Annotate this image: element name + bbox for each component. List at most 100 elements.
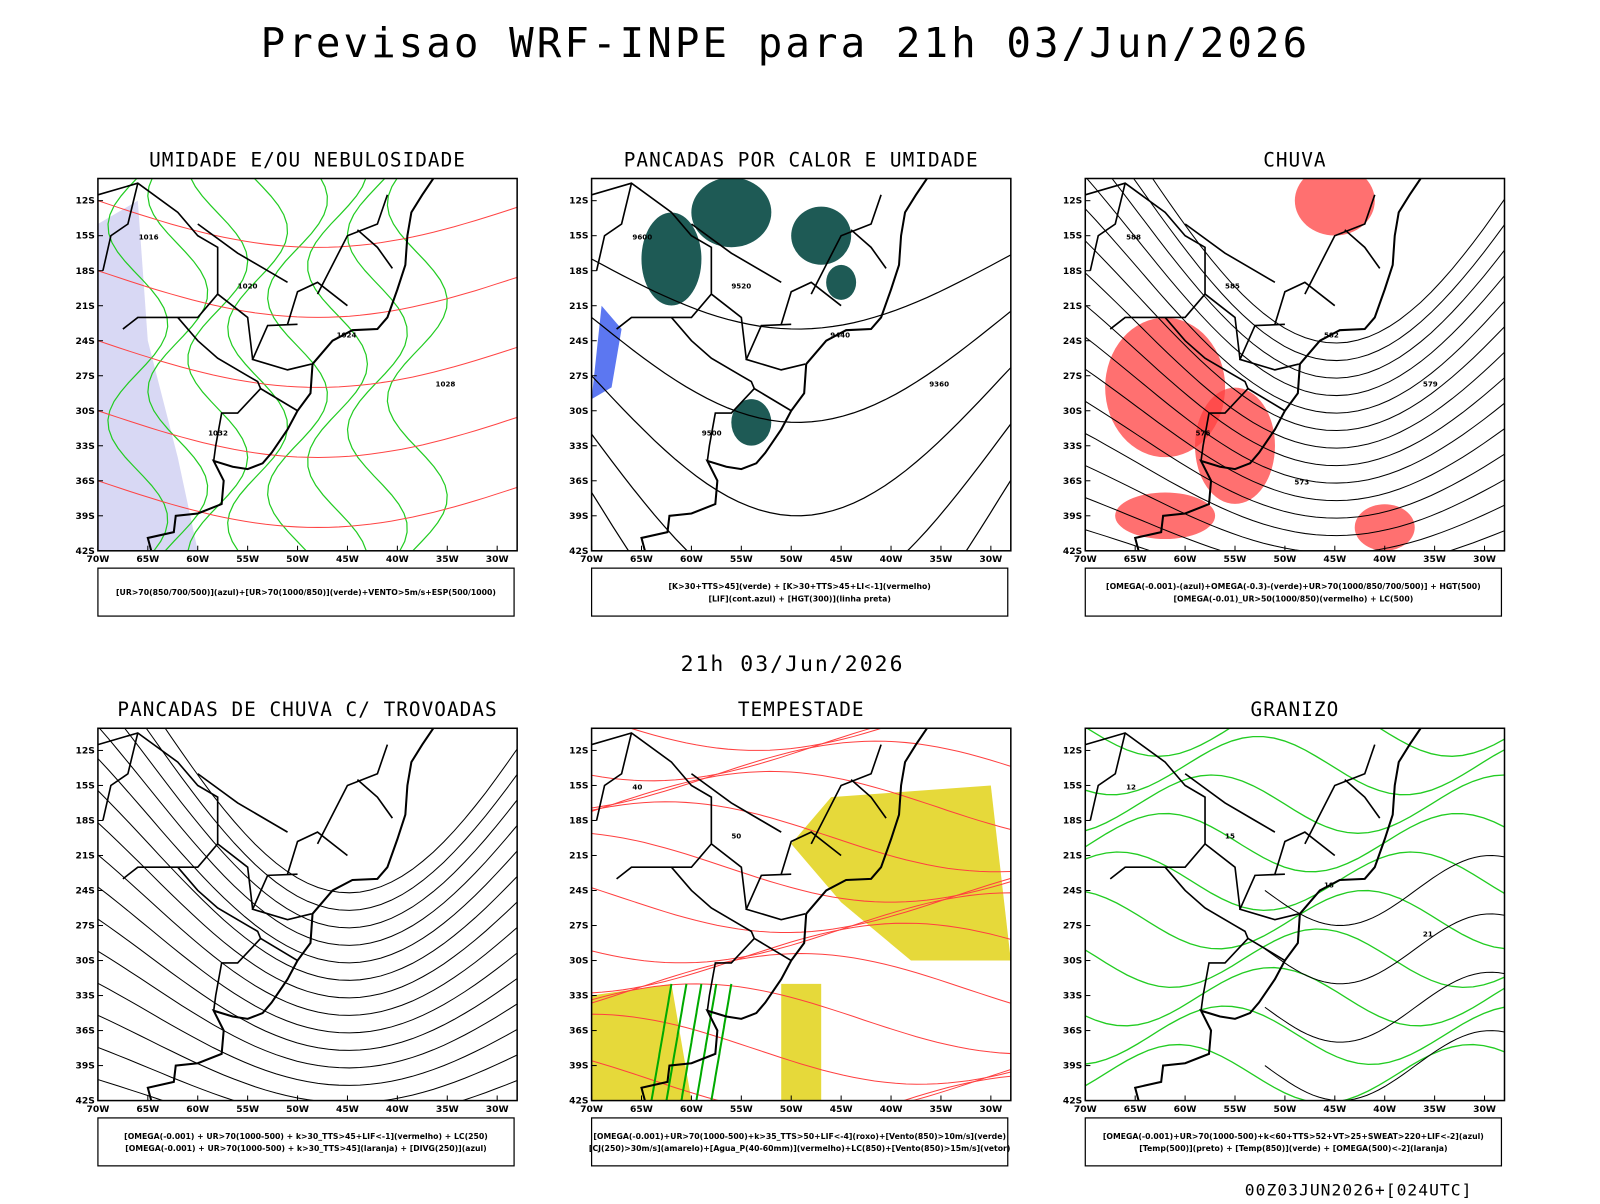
map-content: 1016 1020 1024 1028 1032: [97, 178, 518, 551]
lat-label: 12S: [1063, 746, 1082, 757]
map-panel: PANCADAS POR CALOR E UMIDADE 9600 9520 9440…: [569, 148, 1012, 617]
lat-label: 42S: [1063, 546, 1082, 557]
contour-line: [902, 1075, 1011, 1101]
contour-line: [591, 983, 1011, 1055]
lat-label: 33S: [75, 991, 94, 1002]
border: [780, 831, 842, 875]
contour-line: [1085, 966, 1505, 1027]
contour-line: [97, 200, 518, 248]
contour-line: [1085, 851, 1505, 912]
contour-label: 21: [1423, 929, 1433, 938]
contour-line: [307, 178, 369, 551]
border: [177, 316, 262, 462]
contour-label: 1020: [238, 282, 258, 291]
border: [97, 182, 254, 360]
page-title: Previsao WRF-INPE para 21h 03/Jun/2026: [261, 19, 1311, 67]
lon-label: 60W: [186, 554, 209, 565]
lon-label: 30W: [486, 554, 509, 565]
border: [1238, 873, 1300, 921]
map-panel: CHUVA 588 585 582 579 576 573 12S 15S 18S 21S 24S 27…: [1063, 148, 1506, 617]
legend-text: [CJ(250)>30m/s](amarelo)+[Agua_P(40-60mm…: [589, 1144, 1011, 1153]
border: [1247, 387, 1286, 412]
lat-label: 15S: [569, 231, 588, 242]
border: [1184, 223, 1276, 284]
lon-label: 65W: [630, 1104, 653, 1115]
contour-line: [97, 340, 518, 388]
lat-label: 18S: [569, 266, 588, 277]
contour-line: [97, 854, 518, 1016]
lat-label: 36S: [569, 1026, 588, 1037]
lon-label: 70W: [86, 554, 109, 565]
contour-label: 9520: [731, 282, 751, 291]
map-panel: UMIDADE E/OU NEBULOSIDADE 1016 1020 1024 102…: [75, 148, 518, 617]
contour-line: [1085, 368, 1505, 502]
lon-label: 60W: [186, 1104, 209, 1115]
lon-label: 70W: [580, 554, 603, 565]
lon-label: 45W: [1323, 554, 1346, 565]
contour-line: [97, 822, 518, 999]
contour-line: [680, 983, 703, 1101]
contour-line: [164, 728, 518, 894]
border: [1274, 831, 1336, 875]
lat-label: 39S: [569, 1061, 588, 1072]
lon-label: 50W: [1273, 554, 1296, 565]
instability-area: [826, 264, 857, 300]
lat-label: 21S: [569, 851, 588, 862]
legend-text: [OMEGA(-0.001)-(azul)+OMEGA(-0.3)-(verde…: [1106, 582, 1481, 591]
border: [197, 773, 288, 833]
coastline: [1133, 178, 1422, 551]
panel-title: UMIDADE E/OU NEBULOSIDADE: [149, 148, 466, 171]
lat-label: 24S: [75, 336, 94, 347]
lat-label: 39S: [75, 1061, 94, 1072]
border: [591, 182, 748, 360]
contour-line: [1085, 272, 1505, 449]
border: [1085, 182, 1241, 360]
lon-label: 60W: [1174, 554, 1197, 565]
contour-line: [591, 728, 873, 782]
legend-text: [Temp(500)](preto) + [Temp(850)](verde) …: [1139, 1144, 1447, 1153]
contour-label: 12: [1126, 782, 1136, 791]
lon-label: 35W: [1423, 554, 1446, 565]
lat-label: 33S: [569, 441, 588, 452]
lat-label: 15S: [569, 781, 588, 792]
lon-label: 50W: [286, 1104, 309, 1115]
lon-label: 70W: [580, 1104, 603, 1115]
lon-label: 40W: [880, 554, 903, 565]
contour-line: [346, 178, 408, 551]
contour-line: [1264, 913, 1505, 985]
border: [670, 866, 756, 1011]
map-frame: [1084, 177, 1506, 552]
rain-area: [1105, 317, 1226, 458]
lif-area: [591, 305, 622, 400]
contour-line: [650, 983, 673, 1101]
contour-line: [98, 728, 518, 946]
border: [122, 843, 219, 880]
border: [286, 831, 348, 875]
border: [1164, 316, 1249, 462]
border: [260, 937, 298, 962]
legend-box: [590, 567, 1009, 617]
border: [1085, 732, 1241, 910]
map-frame: [590, 177, 1012, 552]
lat-label: 39S: [1063, 511, 1082, 522]
contour-line: [665, 983, 688, 1101]
contour-line: [97, 982, 518, 1086]
contour-line: [1264, 1030, 1505, 1101]
lat-label: 18S: [569, 816, 588, 827]
lat-label: 12S: [75, 746, 94, 757]
lon-label: 65W: [1124, 1104, 1147, 1115]
border: [690, 223, 782, 284]
contour-label: 1032: [208, 429, 228, 438]
lon-label: 40W: [1373, 554, 1396, 565]
lon-label: 50W: [286, 554, 309, 565]
border: [595, 182, 633, 271]
lat-label: 39S: [75, 511, 94, 522]
lon-label: 30W: [979, 554, 1002, 565]
legend-text: [LIF](cont.azul) + [HGT(300)](linha pret…: [708, 594, 890, 603]
coastline: [1133, 728, 1422, 1101]
map-content: 12 15 18 21: [1085, 728, 1505, 1101]
instability-area: [691, 178, 772, 248]
lon-label: 60W: [680, 554, 703, 565]
jet-area: [791, 785, 1011, 961]
map-panel: PANCADAS DE CHUVA C/ TROVOADAS 12S 15S 18S 2…: [75, 698, 518, 1167]
